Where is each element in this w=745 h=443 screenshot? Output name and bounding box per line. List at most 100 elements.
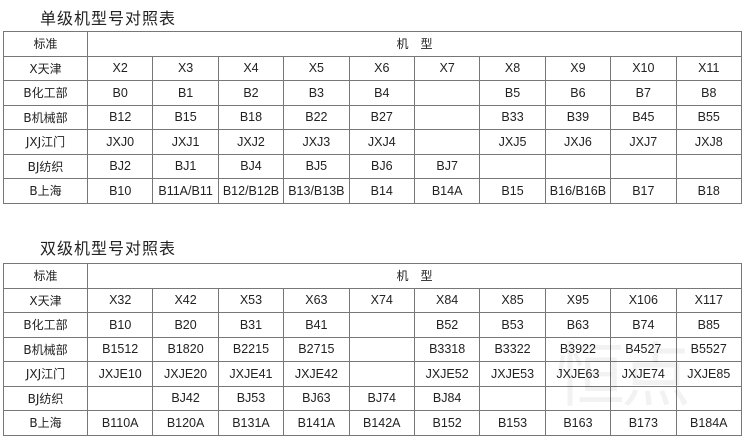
table-cell: JXJ5 (479, 129, 546, 155)
table-cell: JXJ0 (86, 129, 154, 155)
table-cell: JXJ8 (675, 129, 743, 155)
row-label: B上海 (3, 178, 88, 204)
row-label: BJ纺织 (3, 153, 88, 179)
table-cell: BJ2 (86, 153, 154, 179)
table-cell (348, 336, 415, 362)
table-cell: B3922 (544, 336, 612, 362)
table-cell: B10 (86, 312, 154, 338)
table-cell: B41 (283, 312, 350, 338)
table-cell: B15 (479, 178, 546, 204)
table-cell: X84 (413, 287, 481, 313)
table-cell: BJ84 (413, 385, 481, 411)
table-cell: X11 (675, 55, 743, 81)
table-cell: JXJE10 (86, 361, 154, 387)
table-cell: JXJE53 (479, 361, 546, 387)
table-cell: B22 (283, 104, 350, 130)
table-cell: B5 (479, 80, 546, 106)
table-cell: B110A (86, 410, 154, 436)
table-cell: B16/B16B (544, 178, 612, 204)
row-label: B化工部 (3, 312, 88, 338)
table-cell: X7 (413, 55, 481, 81)
table-cell: B11A/B11 (152, 178, 219, 204)
table-cell (610, 153, 677, 179)
table-cell (544, 153, 612, 179)
table-cell: B163 (544, 410, 612, 436)
table-cell: BJ42 (152, 385, 219, 411)
table-cell (479, 153, 546, 179)
table-cell: X8 (479, 55, 546, 81)
table-cell: B1820 (152, 336, 219, 362)
table-cell: JXJ2 (217, 129, 285, 155)
table-cell: X42 (152, 287, 219, 313)
table-cell: B20 (152, 312, 219, 338)
single-stage-table-title: 单级机型号对照表 (40, 9, 177, 28)
table-row: B机械部 B1512 B1820 B2215 B2715 B3318 B3322 B3922 B… (3, 336, 743, 362)
row-label: JXJ江门 (3, 129, 88, 155)
table-cell: B3 (283, 80, 350, 106)
table-cell: B52 (413, 312, 481, 338)
table-cell: B18 (217, 104, 285, 130)
table-cell: X9 (544, 55, 612, 81)
table-row: X天津 X2 X3 X4 X5 X6 X7 X8 X9 X10 X11 (3, 55, 743, 81)
table-cell: BJ63 (283, 385, 350, 411)
table-cell: B13/B13B (283, 178, 350, 204)
table-cell (413, 80, 481, 106)
table-cell: B85 (675, 312, 743, 338)
table-cell: B18 (675, 178, 743, 204)
table-cell: B131A (217, 410, 285, 436)
table-cell: BJ7 (413, 153, 481, 179)
table-cell: JXJ7 (610, 129, 677, 155)
table-row: B机械部 B12 B15 B18 B22 B27 B33 B39 B45 B55 (3, 104, 743, 130)
table-cell: B5527 (675, 336, 743, 362)
table-cell: BJ53 (217, 385, 285, 411)
table-cell: B141A (283, 410, 350, 436)
table-cell: JXJE52 (413, 361, 481, 387)
table-cell: B10 (86, 178, 154, 204)
table-cell: B4 (348, 80, 415, 106)
table-cell: JXJ1 (152, 129, 219, 155)
table-cell: JXJ6 (544, 129, 612, 155)
table-cell: X74 (348, 287, 415, 313)
table-cell: B17 (610, 178, 677, 204)
table-cell: B3318 (413, 336, 481, 362)
table-cell: B6 (544, 80, 612, 106)
header-standard: 标准 (3, 31, 88, 57)
table-cell (544, 385, 612, 411)
table-row: BJ纺织 BJ42 BJ53 BJ63 BJ74 BJ84 (3, 385, 743, 411)
table-cell: BJ74 (348, 385, 415, 411)
table-cell: B153 (479, 410, 546, 436)
table-cell: B31 (217, 312, 285, 338)
table-cell: JXJE20 (152, 361, 219, 387)
table-row: B化工部 B0 B1 B2 B3 B4 B5 B6 B7 B8 (3, 80, 743, 106)
table-cell: B1512 (86, 336, 154, 362)
table-cell (675, 153, 743, 179)
header-model: 机 型 (87, 31, 742, 57)
table-cell: BJ6 (348, 153, 415, 179)
table-cell: B63 (544, 312, 612, 338)
table-cell: X6 (348, 55, 415, 81)
table-cell: B27 (348, 104, 415, 130)
table-cell: B1 (152, 80, 219, 106)
table-cell: X5 (283, 55, 350, 81)
table-cell (413, 104, 481, 130)
table-row: B上海 B110A B120A B131A B141A B142A B152 B153 B163… (3, 410, 743, 436)
table-cell: B173 (610, 410, 677, 436)
table-cell: JXJ4 (348, 129, 415, 155)
table-cell: B2715 (283, 336, 350, 362)
table-cell: X85 (479, 287, 546, 313)
table-cell: B152 (413, 410, 481, 436)
table-cell: JXJE42 (283, 361, 350, 387)
table-cell: X106 (610, 287, 677, 313)
table-cell: B12/B12B (217, 178, 285, 204)
two-stage-model-table: 标准机 型 X天津 X32 X42 X53 X63 X74 X84 X85 X95 X106 X117… (3, 263, 743, 436)
table-cell (413, 129, 481, 155)
table-cell: X2 (86, 55, 154, 81)
table-cell: X117 (675, 287, 743, 313)
header-model: 机 型 (87, 263, 742, 289)
table-row: JXJ江门 JXJE10 JXJE20 JXJE41 JXJE42 JXJE52 JXJE5… (3, 361, 743, 387)
table-cell: JXJ3 (283, 129, 350, 155)
header-standard: 标准 (3, 263, 88, 289)
header-row: 标准机 型 (3, 263, 742, 289)
row-label: B机械部 (3, 336, 88, 362)
table-cell: X63 (283, 287, 350, 313)
